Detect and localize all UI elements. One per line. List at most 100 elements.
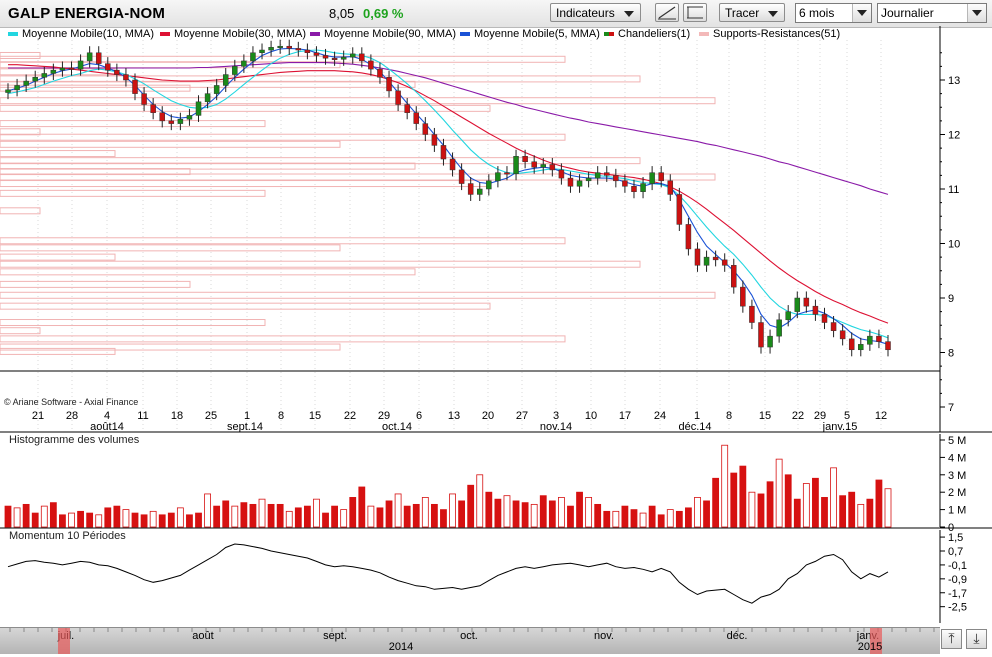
y-tick-label: 2 M: [948, 487, 966, 499]
volume-bar: [31, 512, 39, 528]
legend-item-ma10[interactable]: Moyenne Mobile(10, MMA): [8, 28, 154, 40]
candle-body: [304, 49, 311, 54]
draw-line-tool-button[interactable]: [655, 3, 679, 22]
momentum-line: [7, 543, 889, 604]
legend-item-supports[interactable]: Supports-Resistances(51): [699, 28, 840, 40]
support-resistance-zone: [0, 237, 566, 245]
candle-body: [776, 319, 782, 337]
date-tick-label: 18: [171, 410, 183, 422]
volume-bar: [793, 498, 801, 528]
volume-bar: [449, 493, 456, 528]
volume-bar: [213, 505, 221, 528]
candle-body: [522, 156, 528, 163]
candle-body: [141, 93, 147, 105]
tracer-button-label: Tracer: [725, 6, 760, 20]
volume-bar: [222, 500, 230, 528]
date-tick-label: 10: [585, 410, 597, 422]
legend-item-ma30[interactable]: Moyenne Mobile(30, MMA): [160, 28, 306, 40]
legend-item-ma5[interactable]: Moyenne Mobile(5, MMA): [460, 28, 600, 40]
candle-body: [658, 172, 664, 182]
candle-body: [676, 194, 683, 225]
candle-body: [740, 286, 746, 307]
volume-bar: [494, 498, 502, 528]
volume-bar: [22, 503, 30, 528]
candle-body: [585, 177, 592, 182]
download-icon: ⤓: [973, 630, 980, 646]
date-tick-label: 21: [32, 410, 44, 422]
candle-body: [204, 93, 211, 103]
momentum-panel: [7, 543, 889, 604]
volume-bar: [539, 495, 547, 528]
volume-bar: [739, 465, 747, 528]
volume-bar: [322, 512, 329, 528]
interval-select[interactable]: Journalier: [877, 3, 987, 23]
candle-body: [513, 156, 519, 174]
y-tick-label: 5 M: [948, 435, 966, 447]
candle-body: [531, 161, 537, 168]
volume-bar: [13, 507, 21, 528]
volume-bar: [802, 483, 810, 528]
month-tick-label: janv.15: [822, 421, 858, 433]
tracer-button[interactable]: Tracer: [719, 3, 785, 22]
volume-bar: [331, 505, 338, 528]
candle-body: [794, 297, 801, 312]
candle-body: [694, 248, 701, 266]
volume-bar: [149, 510, 157, 528]
legend-item-candles[interactable]: Chandeliers(1): [604, 28, 690, 40]
dropdown-arrow-icon[interactable]: [852, 4, 871, 22]
volume-bar: [195, 512, 202, 528]
date-tick-label: 6: [416, 410, 422, 422]
volume-bar: [313, 498, 320, 528]
support-resistance-zone: [0, 268, 416, 276]
momentum-panel-title: Momentum 10 Périodes: [9, 530, 126, 542]
volume-bar: [621, 505, 629, 528]
candle-body: [250, 52, 256, 62]
navigator-right-handle: [870, 628, 882, 654]
volume-bar: [775, 458, 783, 528]
legend-swatch: [460, 32, 470, 37]
date-tick-label: 28: [66, 410, 78, 422]
scroll-start-button[interactable]: ⤒: [941, 629, 962, 649]
candle-body: [803, 297, 810, 307]
candle-body: [132, 79, 138, 94]
volume-bar: [113, 505, 121, 528]
support-resistance-zone: [0, 75, 641, 83]
volume-bar: [231, 505, 239, 528]
candle-body: [23, 80, 29, 86]
volume-bar: [440, 509, 447, 528]
candle-body: [213, 85, 220, 94]
indicators-button[interactable]: Indicateurs: [550, 3, 641, 22]
scroll-end-button[interactable]: ⤓: [966, 629, 987, 649]
candle-body: [467, 183, 474, 195]
candle-body: [386, 77, 392, 92]
dropdown-arrow-icon[interactable]: [967, 4, 986, 22]
volume-bar: [267, 503, 275, 528]
volume-bar: [204, 493, 211, 528]
candle-body: [331, 57, 338, 60]
volume-bar: [848, 491, 856, 528]
support-resistance-zone: [0, 347, 116, 355]
volume-bar: [884, 488, 892, 528]
date-tick-label: 22: [344, 410, 356, 422]
volume-bar: [857, 503, 865, 528]
ma30-line: [8, 64, 889, 324]
candle-body: [613, 175, 619, 182]
volume-bar: [521, 502, 529, 528]
date-tick-label: 15: [759, 410, 771, 422]
period-select[interactable]: 6 mois: [795, 3, 872, 23]
y-tick-label: 10: [948, 239, 960, 251]
y-tick-label: -2,5: [948, 602, 967, 614]
volume-bar: [476, 474, 484, 528]
price-panel: [0, 39, 940, 432]
volume-bar: [421, 497, 429, 528]
navigator-left-handle: [58, 628, 70, 654]
horizontal-line-tool-button[interactable]: [683, 3, 707, 22]
legend-swatch: [604, 32, 614, 37]
volume-bar: [376, 507, 384, 528]
month-tick-label: août14: [90, 421, 124, 433]
legend-item-ma90[interactable]: Moyenne Mobile(90, MMA): [310, 28, 456, 40]
candle-body: [95, 52, 102, 64]
